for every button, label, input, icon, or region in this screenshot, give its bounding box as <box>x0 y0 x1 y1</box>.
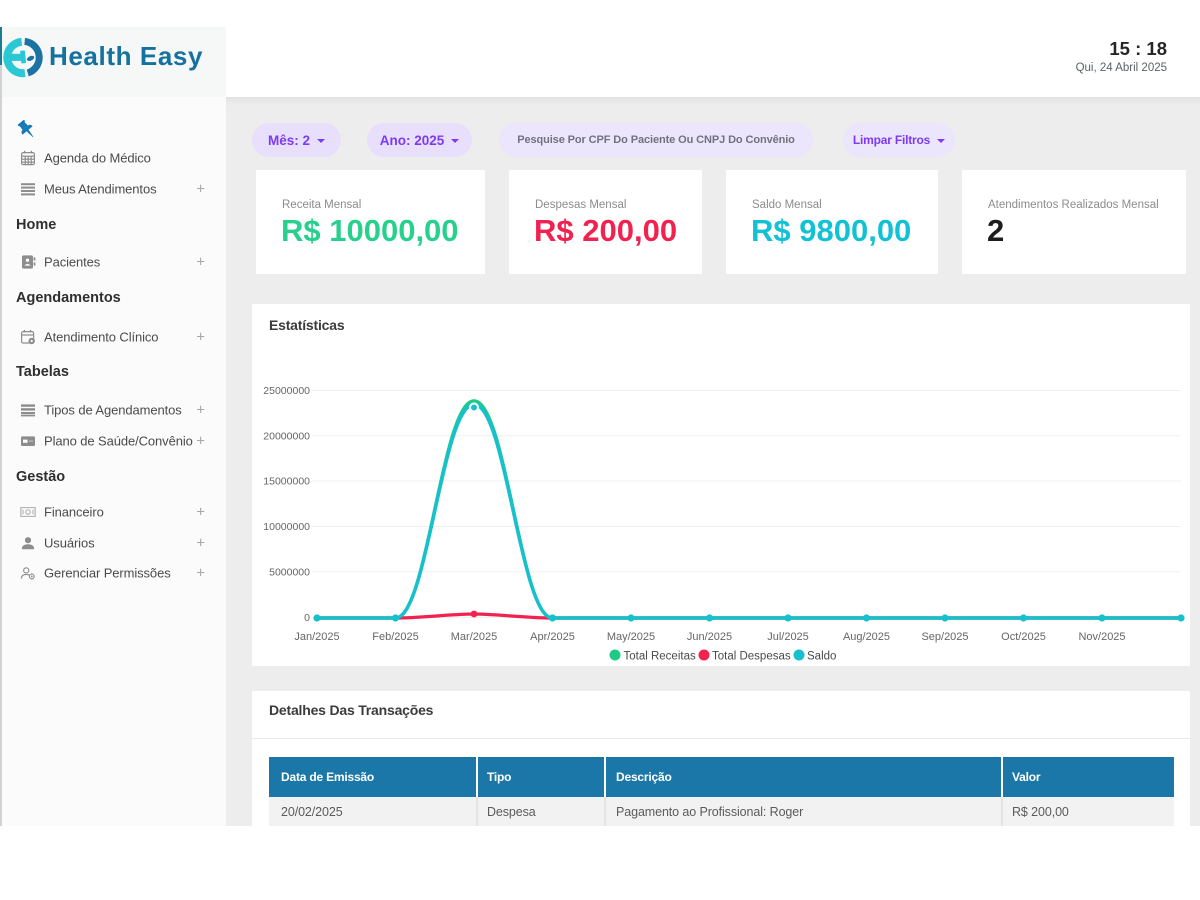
svg-text:Mar/2025: Mar/2025 <box>451 631 497 643</box>
svg-text:10000000: 10000000 <box>263 521 310 533</box>
svg-text:Nov/2025: Nov/2025 <box>1078 631 1125 643</box>
svg-text:20000000: 20000000 <box>263 430 310 442</box>
svg-text:Jan/2025: Jan/2025 <box>294 631 339 643</box>
svg-text:0: 0 <box>304 612 310 624</box>
svg-text:5000000: 5000000 <box>269 566 310 578</box>
svg-text:Aug/2025: Aug/2025 <box>843 631 890 643</box>
svg-text:15000000: 15000000 <box>263 476 310 488</box>
svg-text:Total Receitas: Total Receitas <box>624 651 696 663</box>
svg-text:25000000: 25000000 <box>263 385 310 397</box>
svg-text:Oct/2025: Oct/2025 <box>1001 631 1046 643</box>
svg-text:Saldo: Saldo <box>807 651 836 663</box>
svg-text:Apr/2025: Apr/2025 <box>530 631 575 643</box>
svg-text:May/2025: May/2025 <box>607 631 655 643</box>
svg-text:Jun/2025: Jun/2025 <box>687 631 732 643</box>
svg-text:Jul/2025: Jul/2025 <box>767 631 809 643</box>
svg-text:Feb/2025: Feb/2025 <box>372 631 418 643</box>
svg-text:Sep/2025: Sep/2025 <box>921 631 968 643</box>
svg-text:Total Despesas: Total Despesas <box>712 651 791 663</box>
